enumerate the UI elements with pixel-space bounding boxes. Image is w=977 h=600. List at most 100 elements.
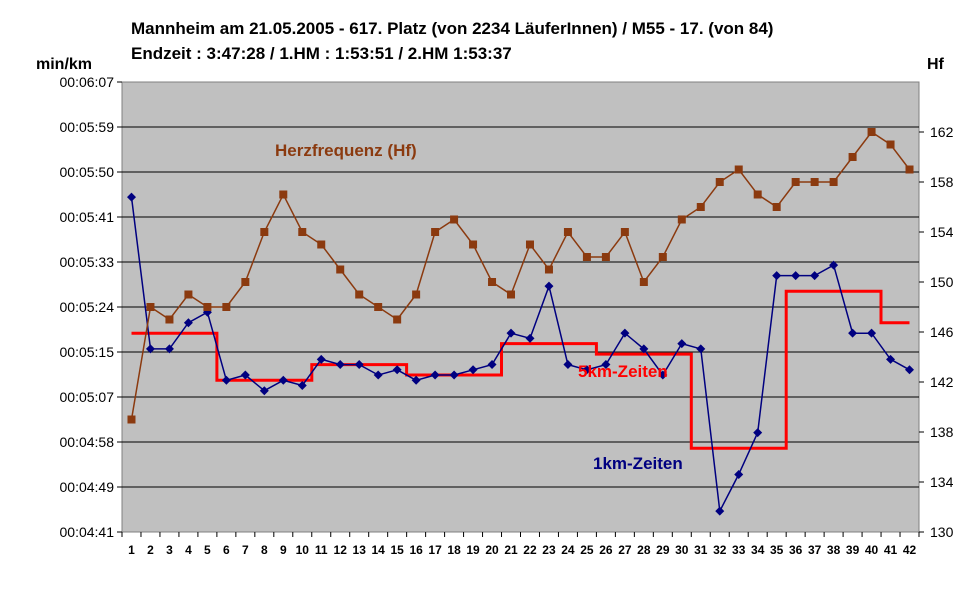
data-point-hf xyxy=(525,240,534,249)
left-tick-label: 00:05:07 xyxy=(60,389,115,405)
data-point-1km xyxy=(449,370,459,380)
right-tick-label: 146 xyxy=(930,324,954,340)
data-point-1km xyxy=(715,506,725,516)
data-point-hf xyxy=(146,303,155,311)
data-point-hf xyxy=(374,303,383,311)
data-point-hf xyxy=(393,315,402,324)
data-point-1km xyxy=(164,344,174,354)
data-point-1km xyxy=(810,271,820,281)
data-point-hf xyxy=(639,278,648,286)
x-tick-label: 13 xyxy=(353,543,367,557)
data-point-1km xyxy=(221,375,231,385)
x-tick-label: 27 xyxy=(618,543,632,557)
data-point-1km xyxy=(734,469,744,479)
x-tick-label: 36 xyxy=(789,543,803,557)
data-point-hf xyxy=(829,178,838,186)
x-tick-label: 33 xyxy=(732,543,746,557)
x-tick-label: 21 xyxy=(504,543,518,557)
x-tick-label: 31 xyxy=(694,543,708,557)
data-point-hf xyxy=(203,303,212,311)
x-tick-label: 11 xyxy=(315,543,328,557)
data-point-hf xyxy=(184,290,193,299)
data-point-1km xyxy=(582,365,592,375)
data-point-hf xyxy=(601,253,610,261)
data-point-hf xyxy=(886,140,895,149)
right-tick-label: 158 xyxy=(930,174,954,190)
right-tick-label: 142 xyxy=(930,374,954,390)
data-point-1km xyxy=(373,370,383,380)
data-point-hf xyxy=(336,265,345,274)
x-tick-label: 16 xyxy=(409,543,423,557)
data-point-1km xyxy=(829,260,839,270)
data-point-1km xyxy=(316,354,326,364)
x-tick-label: 39 xyxy=(846,543,860,557)
data-point-1km xyxy=(297,380,307,390)
x-tick-label: 41 xyxy=(884,543,898,557)
data-point-hf xyxy=(488,278,497,286)
data-point-hf xyxy=(582,253,591,261)
x-tick-label: 35 xyxy=(770,543,784,557)
data-point-1km xyxy=(677,339,687,349)
x-tick-label: 23 xyxy=(542,543,556,557)
data-point-1km xyxy=(145,344,155,354)
data-point-1km xyxy=(126,192,136,202)
left-tick-label: 00:04:41 xyxy=(60,524,115,540)
data-point-1km xyxy=(620,328,630,338)
chart-subtitle: Endzeit : 3:47:28 / 1.HM : 1:53:51 / 2.H… xyxy=(131,44,512,63)
data-point-1km xyxy=(335,360,345,370)
x-tick-label: 4 xyxy=(185,543,192,557)
x-tick-label: 20 xyxy=(485,543,499,557)
right-tick-label: 134 xyxy=(930,474,954,490)
x-tick-label: 8 xyxy=(261,543,268,557)
left-tick-label: 00:05:50 xyxy=(60,164,115,180)
x-tick-label: 34 xyxy=(751,543,765,557)
data-point-hf xyxy=(753,190,762,199)
data-point-hf xyxy=(317,240,326,249)
series-label-5km: 5km-Zeiten xyxy=(578,362,668,381)
x-tick-label: 9 xyxy=(280,543,287,557)
left-tick-label: 00:05:33 xyxy=(60,254,115,270)
data-point-hf xyxy=(791,178,800,186)
x-tick-label: 28 xyxy=(637,543,651,557)
x-tick-label: 40 xyxy=(865,543,879,557)
data-point-hf xyxy=(677,215,686,224)
data-point-hf xyxy=(848,153,857,161)
data-point-1km xyxy=(411,375,421,385)
right-tick-label: 162 xyxy=(930,124,954,140)
data-point-1km xyxy=(886,354,896,364)
left-tick-label: 00:05:15 xyxy=(60,344,115,360)
data-point-hf xyxy=(905,165,914,174)
data-point-hf xyxy=(127,415,136,424)
data-point-1km xyxy=(753,428,763,438)
left-tick-label: 00:05:59 xyxy=(60,119,115,135)
x-tick-label: 10 xyxy=(296,543,310,557)
x-tick-label: 42 xyxy=(903,543,917,557)
data-point-1km xyxy=(392,365,402,375)
x-tick-label: 7 xyxy=(242,543,249,557)
data-point-hf xyxy=(734,165,743,174)
series-label-hf: Herzfrequenz (Hf) xyxy=(275,141,417,160)
data-point-hf xyxy=(241,278,250,286)
data-point-hf xyxy=(431,228,440,236)
gridlines xyxy=(122,126,919,488)
data-point-1km xyxy=(772,271,782,281)
left-tick-label: 00:04:58 xyxy=(60,434,115,450)
x-tick-label: 19 xyxy=(466,543,480,557)
data-point-1km xyxy=(278,375,288,385)
data-point-1km xyxy=(506,328,516,338)
series-layer xyxy=(126,128,915,516)
right-axis-ticks: 130 134 138 142 146 150 154 158 162 xyxy=(919,124,954,540)
data-point-hf xyxy=(658,253,667,261)
x-tick-label: 2 xyxy=(147,543,154,557)
data-point-1km xyxy=(696,344,706,354)
data-point-hf xyxy=(507,290,516,299)
data-point-1km xyxy=(905,365,915,375)
data-point-1km xyxy=(563,360,573,370)
x-tick-label: 15 xyxy=(390,543,404,557)
x-tick-label: 37 xyxy=(808,543,822,557)
data-point-hf xyxy=(696,203,705,211)
left-axis-title: min/km xyxy=(36,56,93,73)
data-point-1km xyxy=(658,370,668,380)
data-point-1km xyxy=(259,386,269,396)
